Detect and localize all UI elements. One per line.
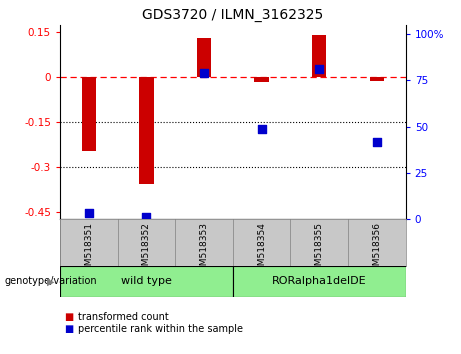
Title: GDS3720 / ILMN_3162325: GDS3720 / ILMN_3162325 (142, 8, 324, 22)
Point (200, 70, 207, 76)
Point (258, 126, 266, 131)
Bar (82, 77, 96, 150)
Point (85, 210, 92, 216)
Bar (254, 77, 269, 82)
Bar (60, 266, 233, 297)
Text: GSM518355: GSM518355 (315, 222, 324, 277)
Text: wild type: wild type (121, 276, 172, 286)
Bar (370, 77, 384, 81)
Bar (233, 266, 406, 297)
Bar (197, 38, 211, 77)
Text: RORalpha1delDE: RORalpha1delDE (272, 276, 366, 286)
Text: GSM518356: GSM518356 (372, 222, 381, 277)
Bar (312, 35, 326, 77)
Point (315, 67, 323, 72)
Text: GSM518352: GSM518352 (142, 222, 151, 277)
Text: ▶: ▶ (47, 276, 54, 286)
Text: percentile rank within the sample: percentile rank within the sample (78, 324, 243, 334)
Text: GSM518353: GSM518353 (200, 222, 208, 277)
Text: ■: ■ (65, 324, 74, 334)
Text: genotype/variation: genotype/variation (5, 276, 97, 286)
Point (373, 139, 381, 144)
Point (142, 214, 150, 219)
Text: ■: ■ (65, 312, 74, 322)
Bar (139, 77, 154, 183)
Text: GSM518354: GSM518354 (257, 222, 266, 277)
Text: GSM518351: GSM518351 (84, 222, 93, 277)
Text: transformed count: transformed count (78, 312, 169, 322)
